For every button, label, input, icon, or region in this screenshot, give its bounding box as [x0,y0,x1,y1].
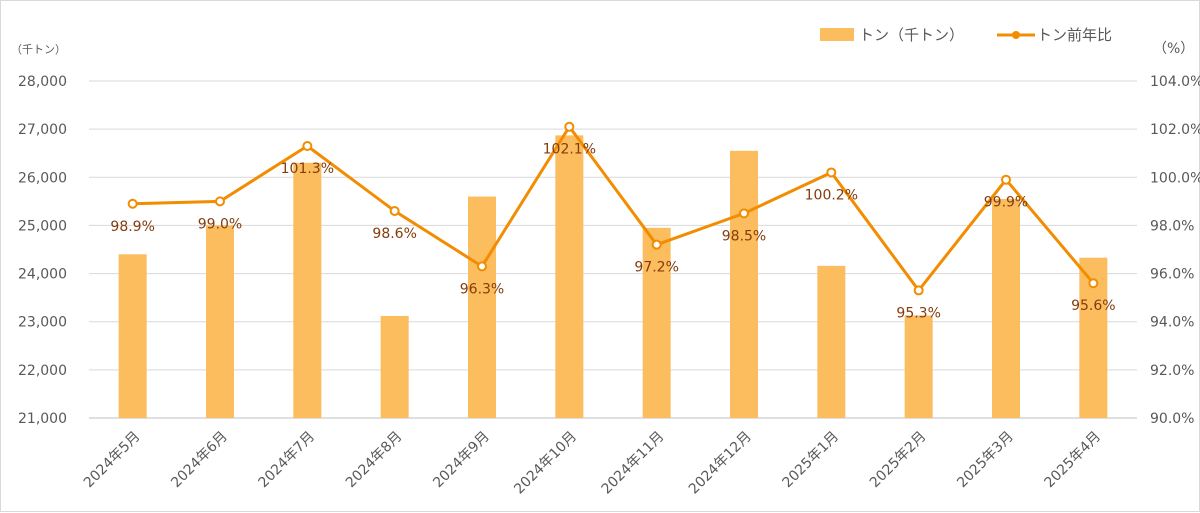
category-label: 2024年11月 [599,429,668,498]
data-label: 98.9% [110,219,154,235]
data-label: 95.3% [896,305,940,321]
line-point [302,140,313,151]
bar [817,265,846,418]
line-point [389,205,400,216]
line-point [913,285,924,296]
category-axis: 2024年5月 2024年6月 2024年7月 2024年8月 2024年9月 2024年… [81,429,1104,498]
bar [206,225,234,418]
right-axis-unit: （%） [1153,41,1194,57]
data-label: 97.2% [634,260,678,276]
category-label: 2024年5月 [81,429,144,492]
category-label: 2024年8月 [343,429,406,492]
line-path [132,125,1095,292]
legend-bar-label: トン（千トン） [859,26,964,44]
category-label: 2024年9月 [430,429,493,492]
line-series [127,121,1099,296]
line-point [564,121,575,132]
category-label: 2025年3月 [954,429,1017,492]
legend-bar-swatch [820,28,854,41]
right-tick-label: 96.0% [1150,267,1194,283]
category-label: 2025年2月 [867,429,930,492]
legend: トン（千トン） トン前年比 [820,26,1112,44]
line-point [477,261,487,272]
left-tick-label: 28,000 [18,74,67,90]
category-label: 2025年4月 [1042,429,1105,492]
left-axis: 28,000 27,000 26,000 25,000 24,000 23,000 22,0… [18,74,67,427]
left-tick-label: 24,000 [18,267,67,283]
right-tick-label: 94.0% [1150,315,1194,331]
category-label: 2024年10月 [511,429,580,498]
left-tick-label: 25,000 [18,218,67,234]
bar [293,162,322,418]
bar [730,150,758,419]
data-label: 100.2% [805,187,858,203]
category-label: 2024年6月 [168,429,231,492]
legend-line-label: トン前年比 [1037,26,1112,44]
right-axis: 104.0% 102.0% 100.0% 98.0% 96.0% 94.0% 92.0% 90… [1150,74,1200,427]
right-tick-label: 104.0% [1150,74,1200,90]
bar [555,135,584,418]
line-point [826,167,837,178]
left-tick-label: 26,000 [18,170,67,186]
bar [468,196,496,418]
left-axis-unit: （千トン） [11,43,66,56]
bar [904,315,933,418]
data-label: 101.3% [281,161,334,177]
bar [118,254,147,418]
right-tick-label: 92.0% [1150,363,1194,379]
left-tick-label: 27,000 [18,122,67,138]
data-label: 98.6% [372,226,416,242]
line-point [127,198,138,209]
data-label: 95.6% [1071,298,1115,314]
line-point [651,239,662,250]
data-label: 98.5% [722,228,766,244]
gridlines [89,80,1137,419]
left-tick-label: 22,000 [18,363,67,379]
line-point [215,196,225,207]
bar [642,227,671,418]
bar [992,198,1020,418]
right-tick-label: 90.0% [1150,411,1194,427]
line-point [1001,174,1011,185]
data-label: 102.1% [543,142,596,158]
data-label: 96.3% [460,281,504,297]
right-tick-label: 100.0% [1150,170,1200,186]
right-tick-label: 98.0% [1150,218,1194,234]
data-label: 99.0% [198,216,242,232]
category-label: 2024年12月 [686,429,755,498]
data-labels: 98.9% 99.0% 101.3% 98.6% 96.3% 102.1% 97.2% 98.… [110,142,1115,322]
bar-series [118,135,1108,419]
legend-line-marker [1012,31,1020,39]
category-label: 2025年1月 [780,429,843,492]
line-point [1088,278,1099,289]
left-tick-label: 21,000 [18,411,67,427]
line-point [739,208,749,219]
data-label: 99.9% [984,195,1028,211]
right-tick-label: 102.0% [1150,122,1200,138]
left-tick-label: 23,000 [18,315,67,331]
category-label: 2024年7月 [256,429,319,492]
bar [380,315,409,418]
